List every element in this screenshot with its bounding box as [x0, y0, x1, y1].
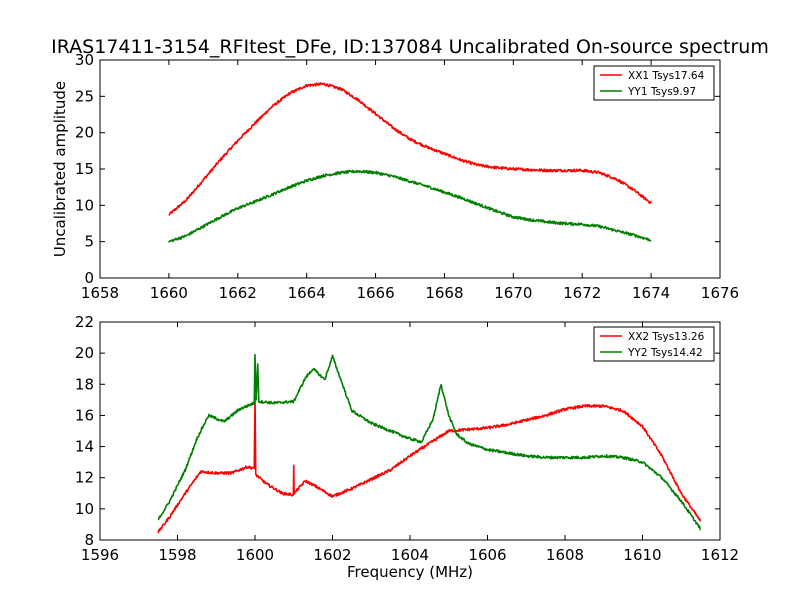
- legend-label: XX2 Tsys13.26: [628, 331, 705, 343]
- y-tick-label: 20: [75, 124, 94, 142]
- x-tick-label: 1606: [468, 546, 506, 564]
- series-line-2-2: [157, 353, 702, 531]
- x-tick-label: 1602: [313, 546, 351, 564]
- panel-1: 1658 1660 1662 1664 1666 1668 1670 1672 1674 1676…: [51, 51, 739, 302]
- y-tick-label: 8: [84, 531, 94, 549]
- y-tick-label: 15: [75, 160, 94, 178]
- x-tick-label: 1674: [632, 284, 670, 302]
- x-tick-label: 1598: [158, 546, 196, 564]
- y-tick-label: 0: [84, 269, 94, 287]
- y-tick-label: 30: [75, 51, 94, 69]
- x-axis-label: Frequency (MHz): [347, 563, 473, 581]
- panel-2: 1596 1598 1600 1602 1604 1606 1608 1610 16128101…: [75, 313, 739, 581]
- x-tick-label: 1600: [236, 546, 274, 564]
- y-tick-label: 16: [75, 406, 94, 424]
- legend-label: YY2 Tsys14.42: [627, 347, 703, 359]
- x-tick-label: 1610: [623, 546, 661, 564]
- x-tick-label: 1662: [219, 284, 257, 302]
- series-line-1-1: [168, 82, 652, 216]
- y-tick-label: 10: [75, 196, 94, 214]
- x-tick-label: 1670: [494, 284, 532, 302]
- legend-1: XX1 Tsys17.64 YY1 Tsys9.97: [593, 65, 715, 101]
- x-tick-label: 1604: [391, 546, 429, 564]
- y-tick-label: 20: [75, 344, 94, 362]
- y-axis-label: Uncalibrated amplitude: [51, 81, 69, 257]
- x-tick-label: 1672: [563, 284, 601, 302]
- x-tick-label: 1668: [425, 284, 463, 302]
- y-tick-label: 12: [75, 469, 94, 487]
- x-tick-label: 1660: [150, 284, 188, 302]
- x-tick-label: 1608: [546, 546, 584, 564]
- legend-box: [593, 65, 715, 101]
- x-tick-label: 1676: [701, 284, 739, 302]
- legend-label: XX1 Tsys17.64: [628, 70, 705, 82]
- x-tick-label: 1658: [81, 284, 119, 302]
- series-line-1-2: [168, 169, 652, 243]
- chart-title: IRAS17411-3154_RFItest_DFe, ID:137084 Un…: [51, 36, 769, 58]
- y-tick-label: 14: [75, 438, 94, 456]
- y-tick-label: 18: [75, 375, 94, 393]
- y-tick-label: 25: [75, 87, 94, 105]
- x-tick-label: 1596: [81, 546, 119, 564]
- legend-box: [593, 326, 715, 362]
- y-tick-label: 22: [75, 313, 94, 331]
- legend-2: XX2 Tsys13.26 YY2 Tsys14.42: [593, 326, 715, 362]
- series-line-2-1: [157, 395, 702, 534]
- y-tick-label: 5: [84, 233, 94, 251]
- y-tick-label: 10: [75, 500, 94, 518]
- x-tick-label: 1612: [701, 546, 739, 564]
- x-tick-label: 1664: [288, 284, 326, 302]
- x-tick-label: 1666: [356, 284, 394, 302]
- legend-label: YY1 Tsys9.97: [627, 86, 696, 98]
